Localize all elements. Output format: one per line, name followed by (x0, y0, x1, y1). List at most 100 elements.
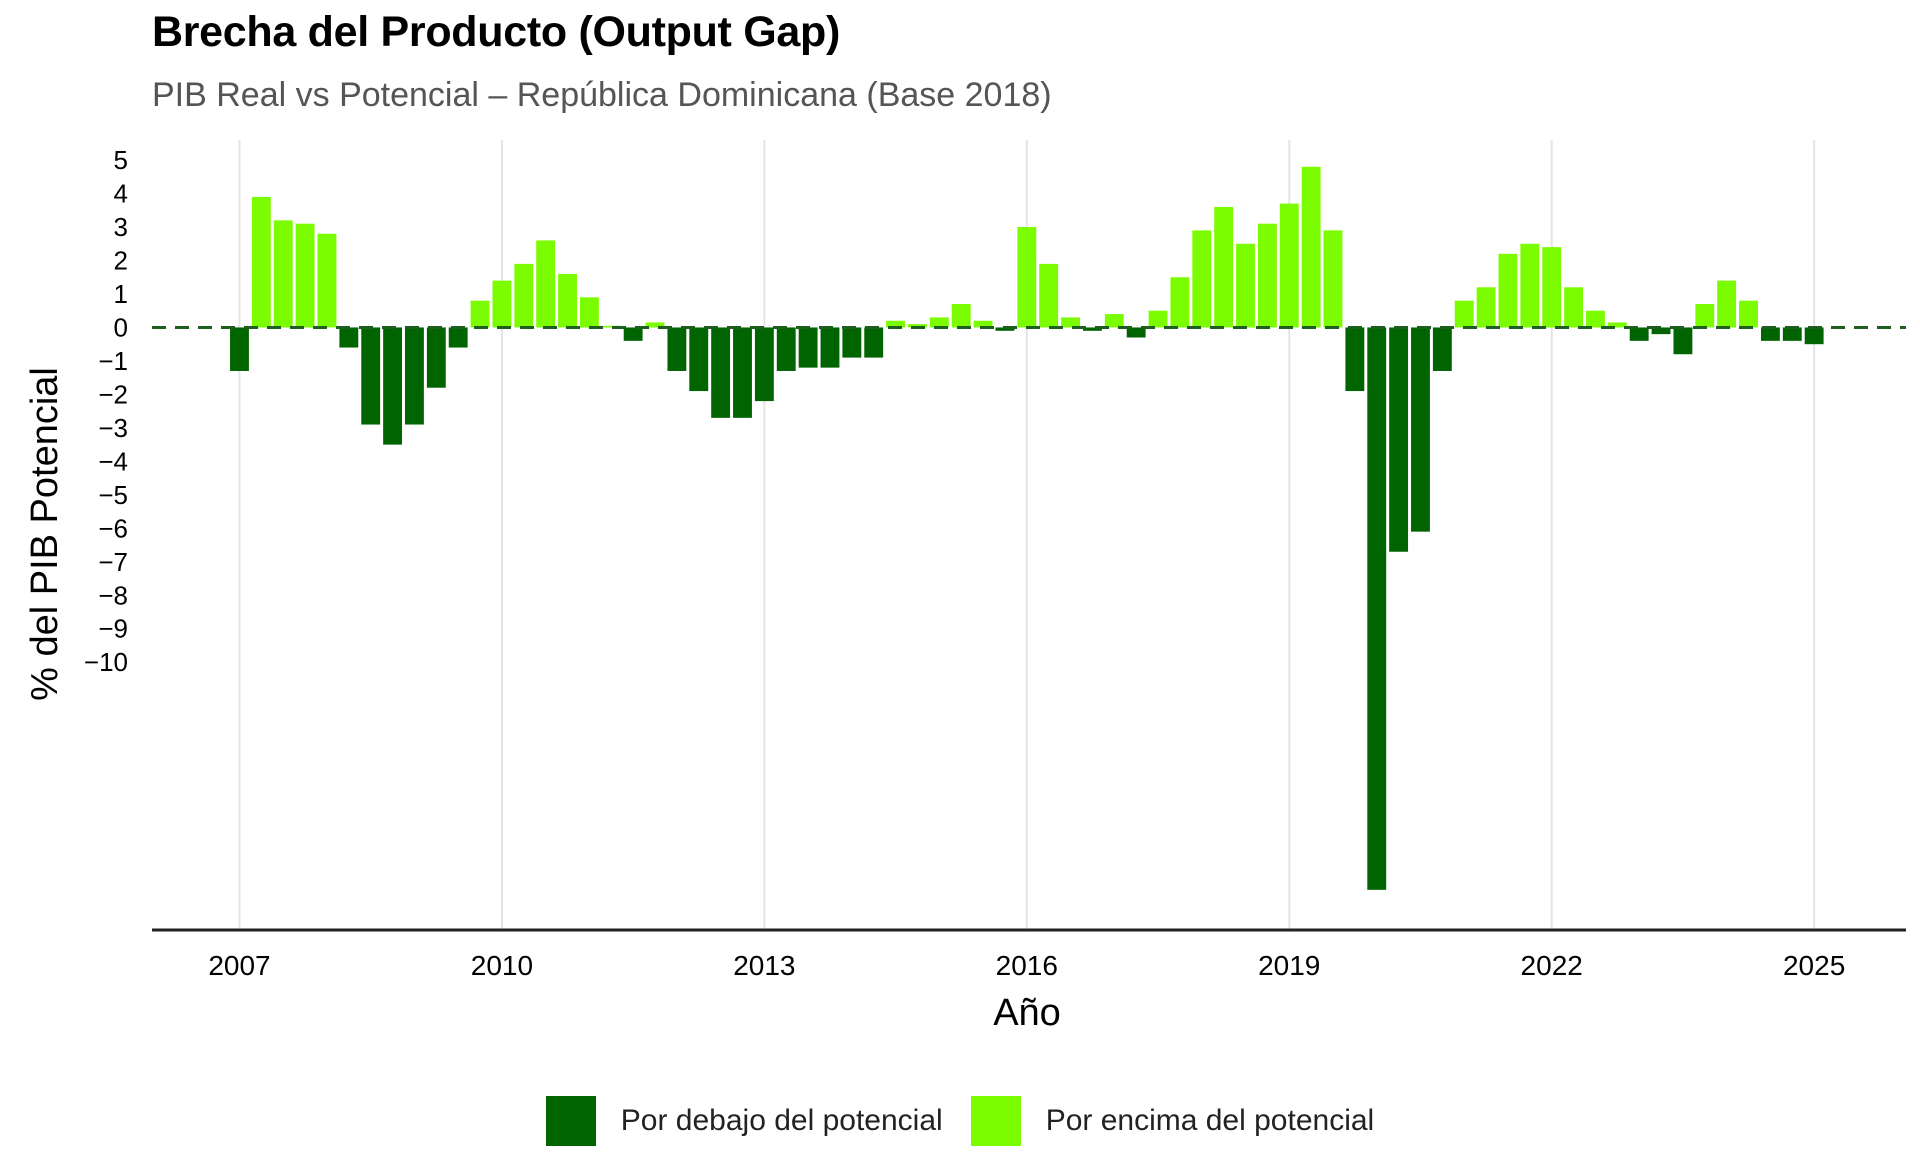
y-tick-label: 0 (114, 312, 128, 342)
y-tick-label: −2 (98, 379, 128, 409)
bar-above (1214, 206, 1234, 328)
bar-below (754, 327, 774, 402)
bar-above (601, 325, 621, 328)
legend-item-below: Por debajo del potencial (545, 1096, 943, 1146)
y-tick-label: −10 (84, 647, 128, 677)
bar-above (273, 220, 293, 328)
bar-above (536, 240, 556, 328)
bar-above (908, 324, 927, 328)
legend-swatch-above (970, 1096, 1021, 1146)
bar-above (645, 322, 665, 328)
bar-below (1345, 327, 1365, 392)
bar-above (579, 297, 599, 328)
bar-below (448, 327, 468, 348)
bar-above (1717, 280, 1737, 328)
bar-above (1542, 247, 1562, 328)
bar-below (1411, 327, 1430, 532)
legend-swatch-below (545, 1096, 596, 1146)
bar-below (230, 327, 249, 371)
y-tick-label: −3 (98, 413, 128, 443)
bar-below (1432, 327, 1452, 371)
bar-below (1367, 327, 1387, 890)
y-axis-title: % del PIB Potencial (24, 367, 66, 701)
bar-above (1039, 263, 1059, 328)
bar-above (1236, 243, 1255, 328)
y-tick-label: 1 (114, 279, 128, 309)
bar-below (1651, 327, 1671, 335)
bar-below (1082, 327, 1102, 331)
y-tick-label: −7 (98, 547, 128, 577)
bar-below (776, 327, 796, 371)
bar-above (251, 196, 271, 328)
y-tick-label: −9 (98, 614, 128, 644)
y-tick-label: −5 (98, 480, 128, 510)
bar-above (558, 273, 577, 328)
bar-below (820, 327, 840, 368)
bar-above (1279, 203, 1299, 328)
bar-above (929, 317, 949, 328)
bar-below (864, 327, 884, 358)
y-tick-label: −6 (98, 513, 128, 543)
bar-below (1673, 327, 1693, 355)
bar-above (1148, 310, 1168, 328)
bar-above (1695, 304, 1715, 328)
x-tick-label: 2013 (733, 950, 795, 981)
bar-above (1739, 300, 1758, 328)
x-tick-label: 2016 (996, 950, 1058, 981)
bar-below (1629, 327, 1649, 341)
bar-above (1520, 243, 1540, 328)
y-tick-label: 2 (114, 246, 128, 276)
bar-above (973, 320, 993, 328)
legend-label-above: Por encima del potencial (1045, 1104, 1375, 1137)
y-tick-label: 4 (114, 179, 128, 209)
bar-series (230, 166, 1824, 890)
x-tick-label: 2025 (1783, 950, 1845, 981)
bar-below (711, 327, 731, 418)
bar-above (1586, 310, 1605, 328)
bar-above (1017, 227, 1037, 328)
bar-below (667, 327, 687, 371)
x-axis-title: Año (993, 992, 1061, 1034)
x-tick-label: 2010 (471, 950, 533, 981)
bar-above (317, 233, 337, 328)
bar-above (295, 223, 315, 328)
chart-plot: 2007 2010 2013 2016 2019 2022 2025 5 43 210 −1−2 −3… (24, 140, 1906, 1034)
bar-below (1126, 327, 1146, 338)
y-tick-label: −1 (98, 346, 128, 376)
bar-above (1476, 287, 1496, 328)
axes: 2007 2010 2013 2016 2019 2022 2025 5 43 210 −1−2 −3… (84, 145, 1906, 981)
bar-below (842, 327, 862, 358)
bar-below (426, 327, 446, 388)
bar-above (1564, 287, 1584, 328)
bar-below (1389, 327, 1409, 552)
bar-above (1454, 300, 1474, 328)
bar-below (995, 327, 1015, 331)
y-tick-label: −4 (98, 446, 128, 476)
bar-below (1804, 327, 1824, 345)
y-tick-label: 3 (114, 212, 128, 242)
bar-above (951, 304, 971, 328)
bar-below (339, 327, 359, 348)
bar-below (1760, 327, 1780, 341)
bar-above (1498, 253, 1518, 328)
x-tick-label: 2022 (1521, 950, 1583, 981)
bar-above (1301, 166, 1321, 328)
bar-below (361, 327, 381, 425)
bar-above (1607, 322, 1627, 328)
chart-title: Brecha del Producto (Output Gap) (152, 8, 840, 56)
bar-above (1170, 277, 1190, 328)
x-tick-label: 2007 (208, 950, 270, 981)
bar-below (798, 327, 818, 368)
bar-above (470, 300, 490, 328)
bar-below (405, 327, 424, 425)
legend-item-above: Por encima del potencial (970, 1096, 1375, 1146)
bar-above (1192, 230, 1212, 328)
bar-above (886, 320, 906, 328)
bar-below (383, 327, 403, 445)
chart-subtitle: PIB Real vs Potencial – República Domini… (152, 76, 1052, 114)
bar-below (623, 327, 643, 341)
bar-below (689, 327, 709, 392)
y-tick-label: 5 (114, 145, 128, 175)
bar-above (1323, 230, 1343, 328)
legend-label-below: Por debajo del potencial (620, 1104, 943, 1137)
